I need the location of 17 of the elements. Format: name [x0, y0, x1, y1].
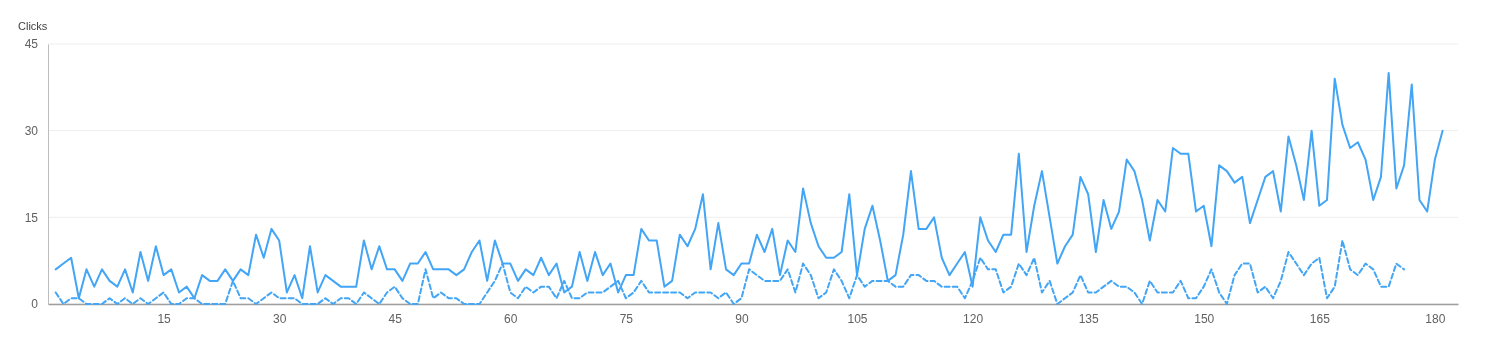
- y-tick-label: 15: [24, 210, 39, 225]
- x-tick-label: 180: [1425, 311, 1446, 326]
- x-tick-label: 120: [963, 311, 984, 326]
- x-tick-label: 135: [1078, 311, 1099, 326]
- x-tick-label: 150: [1194, 311, 1215, 326]
- x-tick-label: 45: [388, 311, 403, 326]
- x-tick-label: 15: [157, 311, 172, 326]
- x-tick-label: 60: [504, 311, 518, 326]
- y-tick-label: 45: [24, 37, 39, 52]
- x-tick-label: 105: [847, 311, 868, 326]
- x-tick-label: 30: [272, 311, 287, 326]
- y-tick-label: 30: [24, 124, 39, 139]
- x-tick-label: 165: [1309, 311, 1331, 326]
- y-tick-label: 0: [31, 297, 39, 312]
- y-axis-title: Clicks: [18, 20, 48, 32]
- x-tick-label: 90: [735, 311, 749, 326]
- x-tick-label: 75: [619, 311, 634, 326]
